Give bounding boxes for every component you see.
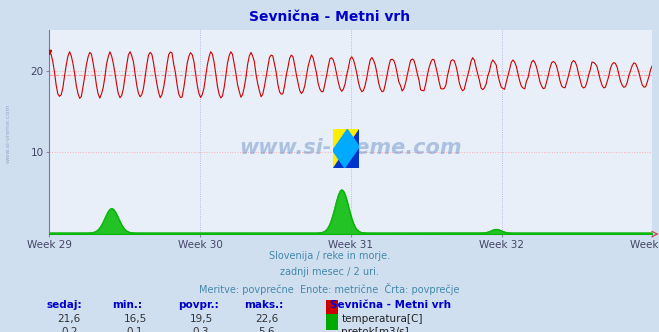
Text: maks.:: maks.: (244, 300, 283, 310)
Text: Meritve: povprečne  Enote: metrične  Črta: povprečje: Meritve: povprečne Enote: metrične Črta:… (199, 283, 460, 295)
Text: 16,5: 16,5 (123, 314, 147, 324)
Text: zadnji mesec / 2 uri.: zadnji mesec / 2 uri. (280, 267, 379, 277)
Text: Slovenija / reke in morje.: Slovenija / reke in morje. (269, 251, 390, 261)
Text: www.si-vreme.com: www.si-vreme.com (5, 103, 11, 163)
Text: www.si-vreme.com: www.si-vreme.com (240, 138, 462, 158)
Text: 19,5: 19,5 (189, 314, 213, 324)
Polygon shape (333, 129, 359, 168)
Text: Sevnična - Metni vrh: Sevnična - Metni vrh (330, 300, 451, 310)
Polygon shape (333, 129, 359, 168)
Text: 5,6: 5,6 (258, 327, 275, 332)
Text: povpr.:: povpr.: (178, 300, 219, 310)
Text: min.:: min.: (112, 300, 142, 310)
Text: 0,1: 0,1 (127, 327, 144, 332)
Polygon shape (333, 129, 359, 168)
Text: temperatura[C]: temperatura[C] (341, 314, 423, 324)
Text: 21,6: 21,6 (57, 314, 81, 324)
Text: Sevnična - Metni vrh: Sevnična - Metni vrh (249, 10, 410, 24)
Text: sedaj:: sedaj: (46, 300, 82, 310)
Text: 22,6: 22,6 (255, 314, 279, 324)
Text: 0,3: 0,3 (192, 327, 210, 332)
Text: 0,2: 0,2 (61, 327, 78, 332)
Text: pretok[m3/s]: pretok[m3/s] (341, 327, 409, 332)
